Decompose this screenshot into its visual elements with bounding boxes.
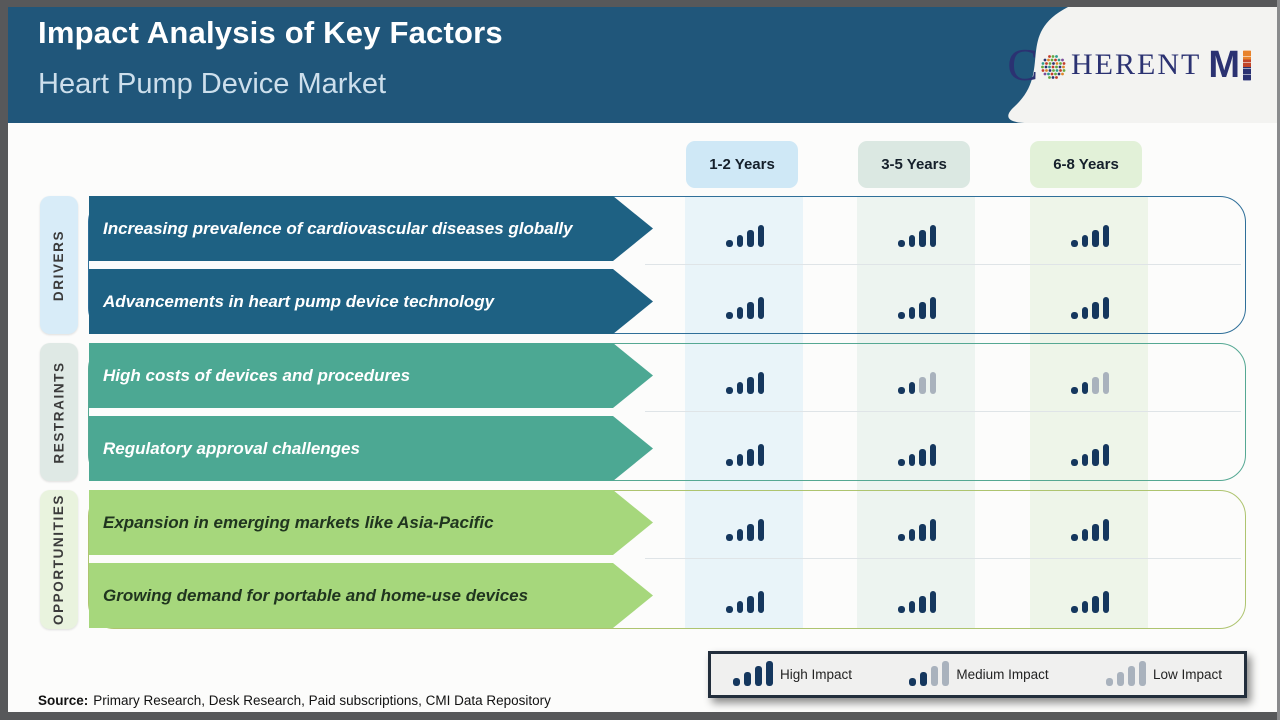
group-label-text: DRIVERS bbox=[51, 229, 67, 301]
impact-indicator bbox=[1050, 279, 1130, 319]
group-label-text: RESTRAINTS bbox=[51, 360, 67, 464]
coherent-mi-logo: C HERENT M bbox=[1007, 39, 1251, 90]
legend-item-low: Low Impact bbox=[1105, 660, 1222, 689]
header-banner: Impact Analysis of Key Factors Heart Pum… bbox=[8, 7, 1277, 123]
factor-text: High costs of devices and procedures bbox=[103, 365, 411, 385]
impact-indicator bbox=[1050, 426, 1130, 466]
slide-border-left bbox=[0, 0, 8, 720]
slide-border-top bbox=[0, 0, 1280, 7]
column-label: 1-2 Years bbox=[709, 156, 775, 173]
source-prefix: Source: bbox=[38, 693, 89, 708]
impact-indicator bbox=[705, 501, 785, 541]
impact-indicator bbox=[705, 573, 785, 613]
impact-indicator bbox=[1050, 573, 1130, 613]
legend-label: Medium Impact bbox=[956, 667, 1049, 682]
factor-text: Expansion in emerging markets like Asia-… bbox=[103, 512, 494, 532]
column-header-1-2-years: 1-2 Years bbox=[686, 141, 798, 188]
impact-indicator bbox=[1050, 501, 1130, 541]
slide-border-right bbox=[1277, 0, 1280, 720]
impact-legend: High Impact Medium Impact Low Impact bbox=[708, 651, 1247, 698]
impact-indicator bbox=[877, 501, 957, 541]
impact-indicator bbox=[1050, 207, 1130, 247]
legend-label: Low Impact bbox=[1152, 667, 1222, 682]
impact-indicator bbox=[877, 207, 957, 247]
source-text: Primary Research, Desk Research, Paid su… bbox=[93, 693, 551, 708]
factor-arrow: Increasing prevalence of cardiovascular … bbox=[89, 196, 653, 261]
impact-indicator bbox=[705, 354, 785, 394]
page-subtitle: Heart Pump Device Market bbox=[38, 68, 387, 100]
impact-indicator bbox=[877, 354, 957, 394]
dotted-globe-icon bbox=[1041, 55, 1066, 79]
column-label: 3-5 Years bbox=[881, 156, 947, 173]
low-impact-bars-icon bbox=[1105, 660, 1146, 689]
column-header-6-8-years: 6-8 Years bbox=[1030, 141, 1142, 188]
factor-text: Regulatory approval challenges bbox=[103, 438, 360, 458]
row-separator bbox=[645, 558, 1241, 559]
group-label-restraints: RESTRAINTS bbox=[40, 343, 78, 481]
impact-indicator bbox=[705, 279, 785, 319]
factor-text: Advancements in heart pump device techno… bbox=[103, 291, 495, 311]
row-separator bbox=[645, 411, 1241, 412]
row-separator bbox=[645, 264, 1241, 265]
impact-indicator bbox=[705, 426, 785, 466]
group-label-drivers: DRIVERS bbox=[40, 196, 78, 334]
source-line: Source: Primary Research, Desk Research, … bbox=[38, 693, 551, 708]
factor-arrow: Regulatory approval challenges bbox=[89, 416, 653, 481]
factor-text: Increasing prevalence of cardiovascular … bbox=[103, 218, 573, 238]
column-band-6-8-years bbox=[1030, 196, 1148, 629]
factor-arrow: Growing demand for portable and home-use… bbox=[89, 563, 653, 628]
column-label: 6-8 Years bbox=[1053, 156, 1119, 173]
logo-swoosh-shape bbox=[1008, 7, 1277, 123]
impact-indicator bbox=[877, 573, 957, 613]
impact-indicator bbox=[705, 207, 785, 247]
column-band-3-5-years bbox=[857, 196, 975, 629]
medium-impact-bars-icon bbox=[909, 660, 950, 689]
impact-indicator bbox=[877, 279, 957, 319]
factor-arrow: Expansion in emerging markets like Asia-… bbox=[89, 490, 653, 555]
legend-label: High Impact bbox=[780, 667, 853, 682]
impact-indicator bbox=[877, 426, 957, 466]
high-impact-bars-icon bbox=[733, 660, 773, 689]
drivers-group-box: Increasing prevalence of cardiovascular … bbox=[88, 196, 1246, 334]
logo-letters-herent: HERENT bbox=[1071, 48, 1202, 81]
legend-item-medium: Medium Impact bbox=[909, 660, 1049, 689]
legend-item-high: High Impact bbox=[733, 660, 853, 689]
factor-arrow: Advancements in heart pump device techno… bbox=[89, 269, 653, 334]
column-header-3-5-years: 3-5 Years bbox=[858, 141, 970, 188]
slide-border-bottom bbox=[0, 712, 1280, 720]
column-band-1-2-years bbox=[685, 196, 803, 629]
opportunities-group-box: Expansion in emerging markets like Asia-… bbox=[88, 490, 1246, 629]
logo-letter-c: C bbox=[1007, 39, 1039, 90]
logo-letter-m: M bbox=[1208, 44, 1240, 86]
impact-indicator bbox=[1050, 354, 1130, 394]
logo-i-bar bbox=[1243, 49, 1251, 81]
factor-arrow: High costs of devices and procedures bbox=[89, 343, 653, 408]
group-label-opportunities: OPPORTUNITIES bbox=[40, 490, 78, 629]
restraints-group-box: High costs of devices and procedures Reg… bbox=[88, 343, 1246, 481]
factor-text: Growing demand for portable and home-use… bbox=[103, 585, 529, 605]
page-title: Impact Analysis of Key Factors bbox=[38, 15, 503, 50]
group-label-text: OPPORTUNITIES bbox=[51, 493, 67, 626]
